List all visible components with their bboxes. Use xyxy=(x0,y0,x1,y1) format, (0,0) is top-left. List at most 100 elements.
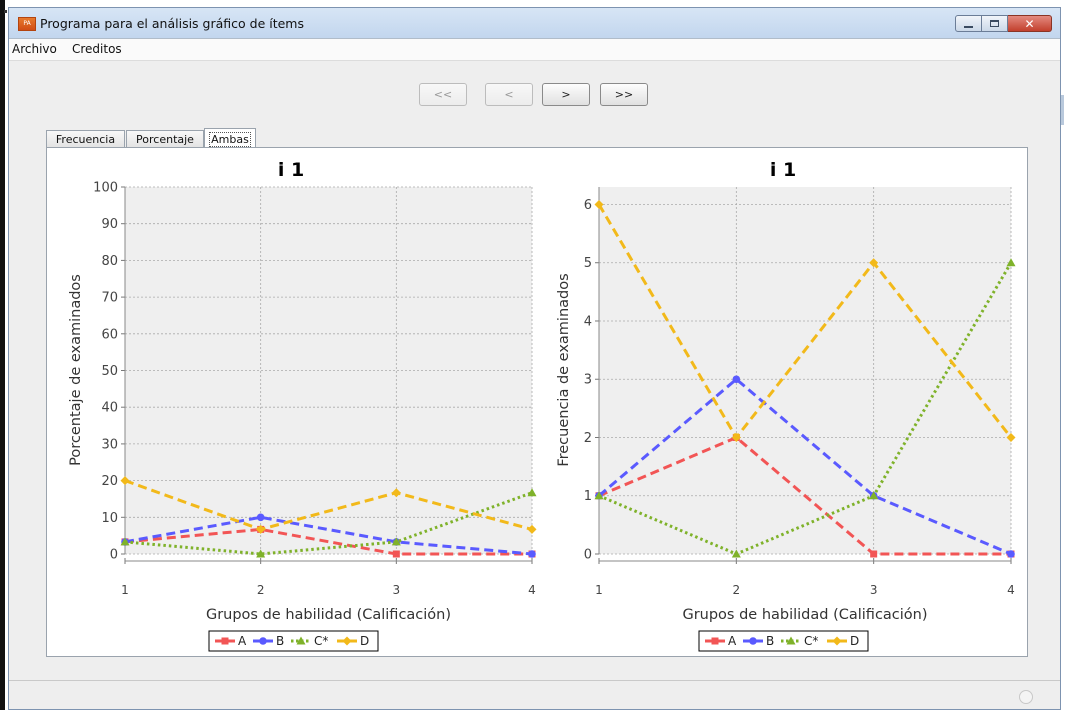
minimize-icon xyxy=(964,25,973,28)
series-line-b xyxy=(124,515,533,556)
plot-area xyxy=(125,187,532,554)
title-bar[interactable]: PA Programa para el análisis gráfico de … xyxy=(9,8,1060,38)
status-separator xyxy=(9,680,1060,681)
x-tick-label: 3 xyxy=(870,583,878,597)
data-point-d xyxy=(594,199,604,209)
menu-creditos[interactable]: Creditos xyxy=(72,42,122,56)
last-item-button[interactable]: >> xyxy=(600,83,648,106)
data-point-c xyxy=(731,549,741,558)
y-tick-label: 100 xyxy=(93,181,118,196)
data-point-a xyxy=(392,550,400,558)
y-tick-label: 20 xyxy=(101,474,118,489)
data-point-d xyxy=(1006,432,1016,442)
tab-porcentaje[interactable]: Porcentaje xyxy=(126,130,204,148)
tab-frecuencia[interactable]: Frecuencia xyxy=(46,130,125,148)
data-point-d xyxy=(256,524,266,534)
y-tick-label: 6 xyxy=(584,198,592,213)
close-button[interactable]: ✕ xyxy=(1008,15,1052,32)
x-axis-label: Grupos de habilidad (Calificación) xyxy=(206,607,451,623)
chart-1: 0 10 20 30 40 50 60 70 80 90 100 1 2 3 4 i 1 Grupos de h… xyxy=(68,159,537,652)
data-point-a xyxy=(870,550,878,558)
y-tick-label: 2 xyxy=(584,431,592,446)
window-title: Programa para el análisis gráfico de íte… xyxy=(40,16,304,31)
legend: A B C* D xyxy=(208,630,379,652)
legend-label: D xyxy=(360,634,369,648)
app-icon[interactable]: PA xyxy=(18,17,36,31)
chart-2: 0 1 2 3 4 5 6 1 2 3 4 i 1 Grupos de habilidad (Calif… xyxy=(556,159,1016,652)
y-tick-label: 50 xyxy=(101,364,118,379)
legend-label: A xyxy=(728,634,737,648)
x-tick-label: 1 xyxy=(121,583,129,597)
legend-label: C* xyxy=(314,634,328,648)
minimize-button[interactable] xyxy=(955,15,982,32)
tab-panel: 0 10 20 30 40 50 60 70 80 90 100 1 2 3 4 i 1 Grupos de h… xyxy=(46,147,1028,657)
client-area: Archivo Creditos << < > >> Frecuencia Po… xyxy=(9,38,1060,709)
series-line-d xyxy=(597,203,1013,441)
series-line-a xyxy=(124,527,532,556)
close-icon: ✕ xyxy=(1024,16,1035,31)
y-tick-label: 30 xyxy=(101,437,118,452)
x-tick-label: 2 xyxy=(257,583,265,597)
x-tick-label: 4 xyxy=(1007,583,1015,597)
data-point-c xyxy=(1006,258,1016,267)
tab-ambas-label: Ambas xyxy=(209,131,251,147)
prev-item-button[interactable]: < xyxy=(485,83,533,106)
first-item-button[interactable]: << xyxy=(419,83,467,106)
maximize-icon xyxy=(990,20,999,27)
menu-archivo[interactable]: Archivo xyxy=(12,42,57,56)
data-point-d xyxy=(731,432,741,442)
data-point-b xyxy=(256,513,265,522)
x-tick-label: 2 xyxy=(733,583,741,597)
y-tick-label: 0 xyxy=(584,548,592,563)
legend-marker xyxy=(296,636,306,645)
x-tick-label: 4 xyxy=(528,583,536,597)
y-tick-label: 5 xyxy=(584,256,592,271)
app-window: PA Programa para el análisis gráfico de … xyxy=(8,7,1061,710)
status-indicator-icon xyxy=(1019,690,1033,704)
left-border xyxy=(0,0,5,710)
corner-mark xyxy=(4,10,7,13)
y-axis-label: Porcentaje de examinados xyxy=(68,274,84,466)
x-tick-label: 3 xyxy=(393,583,401,597)
data-point-d xyxy=(120,476,130,486)
legend-marker xyxy=(749,637,757,645)
y-axis-label: Frecuencia de examinados xyxy=(556,273,572,466)
data-point-c xyxy=(120,537,130,546)
x-tick-label: 1 xyxy=(595,583,603,597)
legend: A B C* D xyxy=(698,630,869,652)
next-item-button[interactable]: > xyxy=(542,83,590,106)
y-tick-label: 40 xyxy=(101,401,118,416)
y-tick-label: 90 xyxy=(101,217,118,232)
data-point-b xyxy=(732,375,741,384)
data-point-c xyxy=(527,488,537,497)
y-tick-label: 3 xyxy=(584,373,592,388)
series-line-b xyxy=(598,377,1012,556)
y-tick-label: 0 xyxy=(110,548,118,563)
legend-marker xyxy=(786,636,796,645)
desktop-edge xyxy=(1061,0,1071,710)
legend-marker xyxy=(221,637,229,645)
legend-marker xyxy=(832,636,842,646)
legend-marker xyxy=(711,637,719,645)
legend-marker xyxy=(259,637,267,645)
y-tick-label: 10 xyxy=(101,511,118,526)
y-tick-label: 4 xyxy=(584,314,592,329)
y-tick-label: 1 xyxy=(584,489,592,504)
edge-mark xyxy=(1061,95,1064,125)
data-point-c xyxy=(256,549,266,558)
legend-marker xyxy=(342,636,352,646)
tab-ambas[interactable]: Ambas xyxy=(204,128,256,149)
legend-label: B xyxy=(276,634,284,648)
legend-label: B xyxy=(766,634,774,648)
menu-bar: Archivo Creditos xyxy=(9,39,1060,61)
y-tick-label: 80 xyxy=(101,254,118,269)
legend-label: C* xyxy=(804,634,818,648)
data-point-d xyxy=(391,488,401,498)
data-point-c xyxy=(869,491,879,500)
data-point-b xyxy=(528,550,536,558)
maximize-button[interactable] xyxy=(982,15,1008,32)
data-point-d xyxy=(869,258,879,268)
legend-label: D xyxy=(850,634,859,648)
y-tick-label: 70 xyxy=(101,291,118,306)
